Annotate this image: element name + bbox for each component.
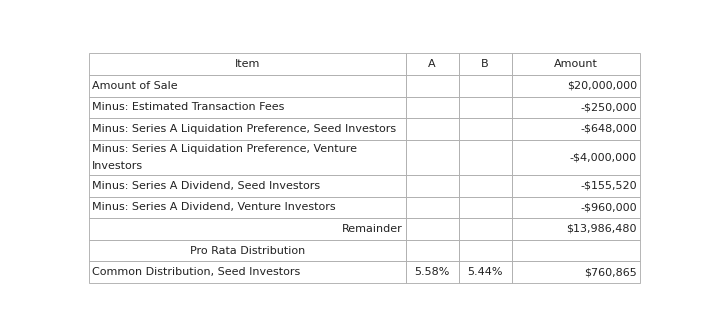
Text: $20,000,000: $20,000,000: [567, 81, 637, 91]
Bar: [406, 218, 459, 240]
Bar: [459, 75, 511, 97]
Bar: [511, 261, 640, 283]
Bar: [511, 240, 640, 261]
Bar: [511, 197, 640, 218]
Bar: [511, 75, 640, 97]
Bar: [459, 97, 511, 118]
Bar: [511, 97, 640, 118]
Bar: [511, 118, 640, 140]
Bar: [89, 53, 406, 75]
Text: Investors: Investors: [92, 161, 143, 171]
Text: Pro Rata Distribution: Pro Rata Distribution: [190, 245, 305, 255]
Bar: [406, 97, 459, 118]
Text: $13,986,480: $13,986,480: [566, 224, 637, 234]
Bar: [406, 261, 459, 283]
Text: Minus: Series A Dividend, Seed Investors: Minus: Series A Dividend, Seed Investors: [92, 181, 320, 191]
Bar: [406, 140, 459, 175]
Bar: [89, 118, 406, 140]
Bar: [459, 240, 511, 261]
Bar: [511, 140, 640, 175]
Text: Amount: Amount: [554, 59, 598, 69]
Bar: [406, 197, 459, 218]
Text: Minus: Series A Liquidation Preference, Seed Investors: Minus: Series A Liquidation Preference, …: [92, 124, 396, 134]
Bar: [89, 261, 406, 283]
Text: -$4,000,000: -$4,000,000: [570, 153, 637, 163]
Bar: [511, 218, 640, 240]
Bar: [459, 140, 511, 175]
Bar: [406, 118, 459, 140]
Bar: [89, 175, 406, 197]
Text: 5.44%: 5.44%: [467, 267, 503, 277]
Bar: [406, 75, 459, 97]
Bar: [89, 140, 406, 175]
Bar: [459, 218, 511, 240]
Bar: [459, 197, 511, 218]
Text: -$155,520: -$155,520: [580, 181, 637, 191]
Text: Common Distribution, Seed Investors: Common Distribution, Seed Investors: [92, 267, 300, 277]
Bar: [89, 97, 406, 118]
Bar: [89, 197, 406, 218]
Text: Minus: Series A Liquidation Preference, Venture: Minus: Series A Liquidation Preference, …: [92, 144, 357, 154]
Bar: [89, 240, 406, 261]
Text: Item: Item: [235, 59, 260, 69]
Text: -$960,000: -$960,000: [580, 202, 637, 212]
Bar: [406, 53, 459, 75]
Text: -$250,000: -$250,000: [580, 102, 637, 112]
Text: 5.58%: 5.58%: [415, 267, 450, 277]
Text: -$648,000: -$648,000: [580, 124, 637, 134]
Bar: [89, 75, 406, 97]
Bar: [89, 218, 406, 240]
Text: B: B: [481, 59, 489, 69]
Text: Amount of Sale: Amount of Sale: [92, 81, 178, 91]
Bar: [406, 240, 459, 261]
Bar: [406, 175, 459, 197]
Text: Minus: Series A Dividend, Venture Investors: Minus: Series A Dividend, Venture Invest…: [92, 202, 336, 212]
Bar: [459, 175, 511, 197]
Bar: [459, 261, 511, 283]
Bar: [459, 118, 511, 140]
Text: A: A: [428, 59, 436, 69]
Bar: [511, 53, 640, 75]
Text: Remainder: Remainder: [342, 224, 402, 234]
Bar: [511, 175, 640, 197]
Bar: [459, 53, 511, 75]
Text: Minus: Estimated Transaction Fees: Minus: Estimated Transaction Fees: [92, 102, 284, 112]
Text: $760,865: $760,865: [584, 267, 637, 277]
